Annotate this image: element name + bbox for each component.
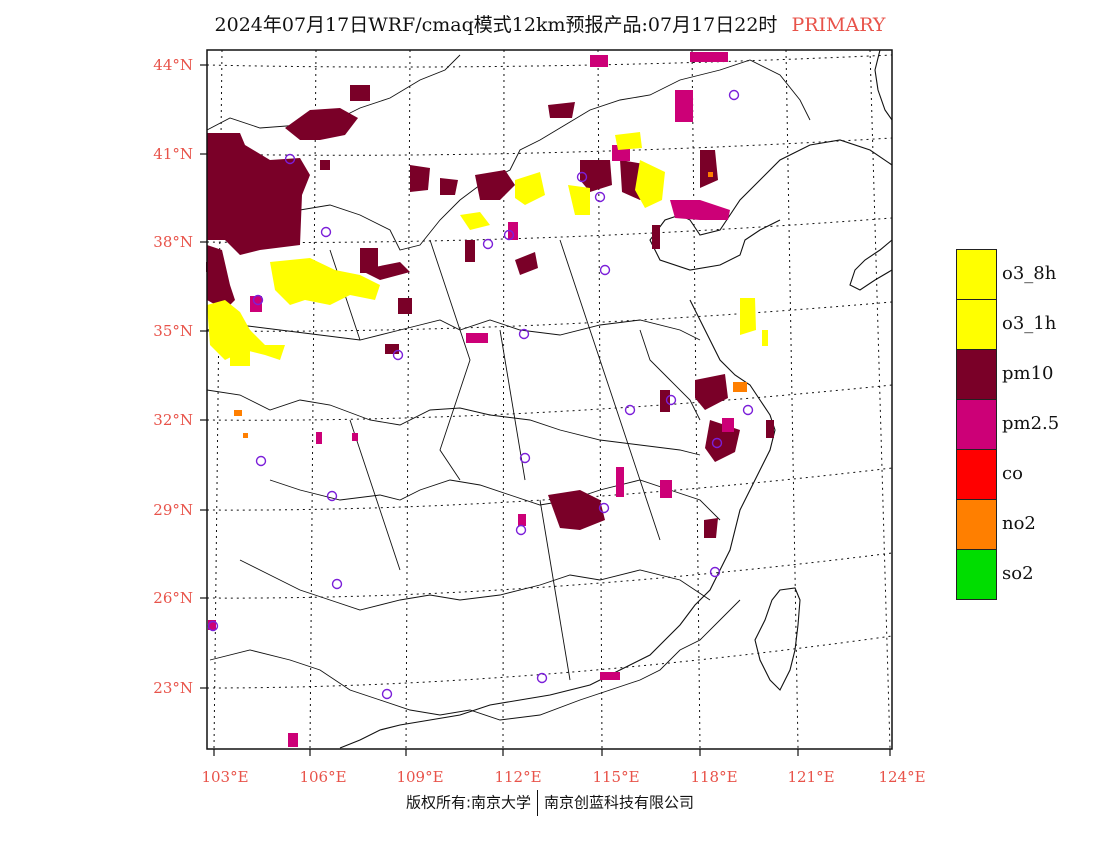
lon-label: 112°E (494, 768, 541, 786)
legend-label: so2 (1002, 563, 1034, 584)
lat-label: 23°N (153, 679, 193, 697)
legend-swatch (956, 499, 997, 549)
lon-label: 109°E (396, 768, 443, 786)
lat-label: 26°N (153, 589, 193, 607)
title-primary-tag: PRIMARY (791, 14, 886, 36)
no2-cells (234, 172, 747, 438)
legend-label: co (1002, 463, 1023, 484)
coastline (339, 49, 893, 749)
lon-label: 124°E (878, 768, 925, 786)
lat-label: 35°N (153, 322, 193, 340)
footer-divider (537, 790, 539, 816)
map-frame (206, 49, 893, 750)
lat-label: 44°N (153, 56, 193, 74)
lat-label: 38°N (153, 233, 193, 251)
longitude-labels: 103°E 106°E 109°E 112°E 115°E 118°E 121°… (201, 768, 925, 786)
longitude-gridlines (213, 49, 891, 749)
legend-label: pm10 (1002, 363, 1054, 384)
legend-swatch (956, 449, 997, 499)
title-text: 2024年07月17日WRF/cmaq模式12km预报产品:07月17日22时 (214, 14, 778, 36)
lon-label: 106°E (299, 768, 346, 786)
legend-swatch (956, 299, 997, 349)
lon-label: 103°E (201, 768, 248, 786)
footer-copyright: 版权所有:南京大学 (405, 793, 532, 812)
legend-swatch (956, 249, 997, 299)
lon-label: 118°E (690, 768, 737, 786)
lon-label: 115°E (592, 768, 639, 786)
province-boundaries (206, 54, 811, 721)
lon-label: 121°E (787, 768, 834, 786)
legend-label: o3_8h (1002, 263, 1057, 284)
map-title: 2024年07月17日WRF/cmaq模式12km预报产品:07月17日22时 P… (0, 10, 1100, 37)
lat-label: 32°N (153, 411, 193, 429)
legend-label: o3_1h (1002, 313, 1057, 334)
legend-swatch (956, 549, 997, 600)
pm10-cells (206, 85, 774, 538)
pm25-cells (208, 52, 734, 747)
lat-label: 41°N (153, 145, 193, 163)
lat-label: 29°N (153, 501, 193, 519)
o3-cells (207, 132, 768, 366)
legend-label: no2 (1002, 513, 1036, 534)
axis-ticks (200, 64, 891, 756)
legend-swatch (956, 399, 997, 449)
monitoring-stations (207, 89, 754, 700)
latitude-labels: 44°N 41°N 38°N 35°N 32°N 29°N 26°N 23°N (153, 56, 193, 697)
legend-swatch (956, 349, 997, 399)
legend-label: pm2.5 (1002, 413, 1060, 434)
copyright-footer: 版权所有:南京大学 南京创蓝科技有限公司 (0, 790, 1100, 816)
footer-company: 南京创蓝科技有限公司 (544, 793, 695, 812)
